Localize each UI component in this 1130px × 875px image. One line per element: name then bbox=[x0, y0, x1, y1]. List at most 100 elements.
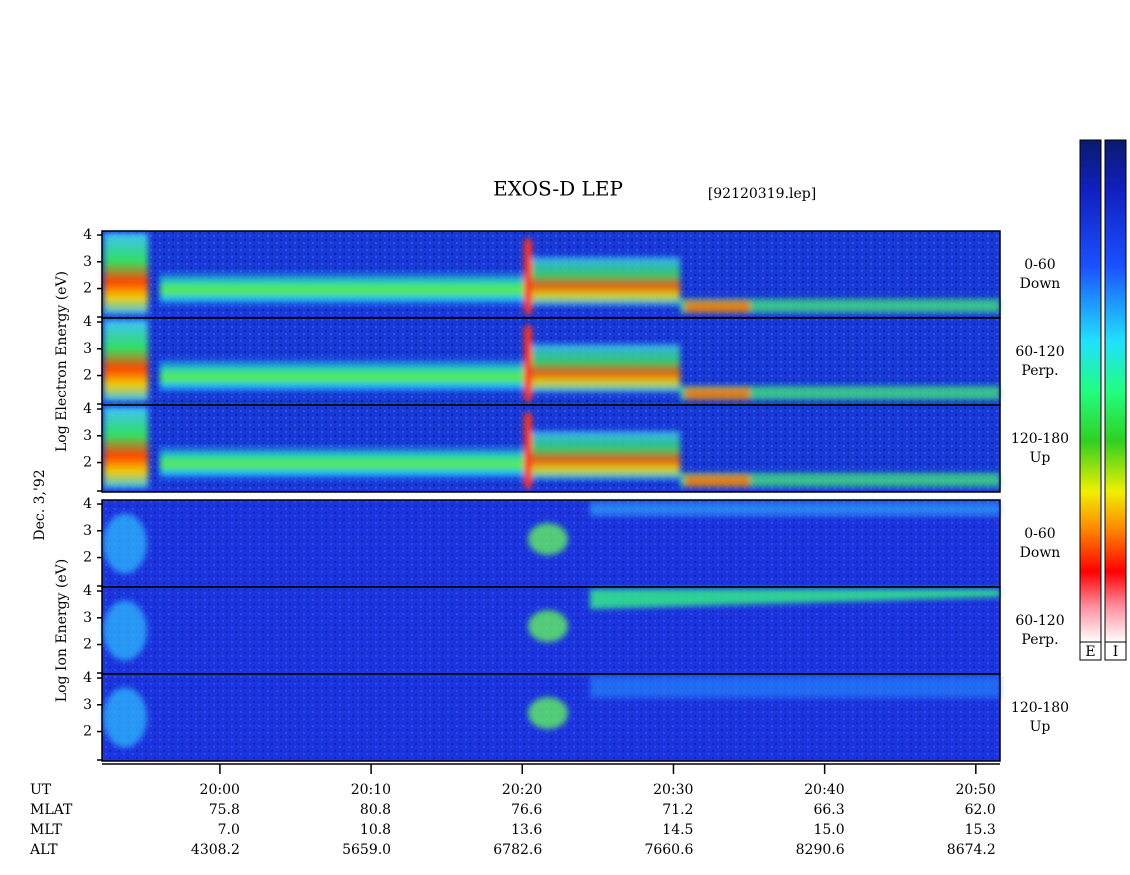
colorbar-label: I bbox=[1113, 644, 1119, 660]
feature bbox=[528, 697, 568, 730]
y-tick-label: 3 bbox=[83, 523, 92, 539]
spectrogram-features bbox=[103, 589, 1000, 661]
ephemeris-value: 6782.6 bbox=[493, 842, 542, 858]
panel-direction: Up bbox=[1030, 450, 1051, 466]
y-tick-label: 3 bbox=[83, 341, 92, 357]
ephemeris-value: 76.6 bbox=[511, 802, 542, 818]
panel-direction: Perp. bbox=[1021, 363, 1058, 379]
y-tick-label: 3 bbox=[83, 697, 92, 713]
panel-frame bbox=[101, 673, 1001, 762]
ephemeris-value: 8290.6 bbox=[796, 842, 845, 858]
feature bbox=[104, 320, 148, 401]
feature bbox=[103, 687, 147, 748]
y-axis-label: Log Ion Energy (eV) bbox=[54, 559, 70, 702]
ephemeris-value: 10.8 bbox=[360, 822, 391, 838]
y-tick-label: 4 bbox=[83, 496, 92, 512]
y-tick-label: 2 bbox=[83, 455, 92, 471]
feature bbox=[103, 600, 147, 661]
feature bbox=[103, 513, 147, 574]
file-name: [92120319.lep] bbox=[708, 186, 816, 202]
x-tick-label: 20:20 bbox=[502, 782, 542, 798]
x-tick-label: 20:00 bbox=[200, 782, 240, 798]
feature bbox=[530, 344, 680, 392]
panel-angle: 0-60 bbox=[1024, 257, 1055, 273]
y-tick-label: 4 bbox=[83, 583, 92, 599]
feature bbox=[590, 676, 1000, 698]
spectrogram-features bbox=[104, 233, 1000, 314]
y-tick-label: 2 bbox=[83, 637, 92, 653]
colorbar bbox=[1079, 139, 1102, 643]
ephemeris-label: MLAT bbox=[30, 802, 73, 818]
feature bbox=[680, 298, 1000, 313]
ephemeris-value: 14.5 bbox=[662, 822, 693, 838]
colorbar-label: E bbox=[1085, 644, 1095, 660]
y-tick-label: 2 bbox=[83, 724, 92, 740]
feature bbox=[685, 474, 750, 487]
spectrogram-features bbox=[103, 676, 1000, 748]
y-tick-label: 2 bbox=[83, 550, 92, 566]
feature bbox=[528, 610, 568, 643]
x-tick-label: 20:40 bbox=[804, 782, 844, 798]
ephemeris-value: 80.8 bbox=[360, 802, 391, 818]
chart-title: EXOS-D LEP bbox=[493, 177, 623, 201]
spectrogram-features bbox=[104, 407, 1000, 488]
ephemeris-value: 62.0 bbox=[965, 802, 996, 818]
ephemeris-value: 7660.6 bbox=[644, 842, 693, 858]
y-tick-label: 3 bbox=[83, 610, 92, 626]
feature bbox=[104, 407, 148, 488]
feature bbox=[530, 431, 680, 479]
y-tick-label: 2 bbox=[83, 281, 92, 297]
feature bbox=[590, 502, 1000, 516]
feature bbox=[590, 589, 1000, 609]
panel-angle: 120-180 bbox=[1011, 431, 1069, 447]
feature bbox=[528, 523, 568, 556]
ephemeris-value: 7.0 bbox=[218, 822, 240, 838]
y-tick-label: 4 bbox=[83, 670, 92, 686]
ephemeris-value: 66.3 bbox=[813, 802, 844, 818]
ephemeris-value: 75.8 bbox=[209, 802, 240, 818]
ephemeris-label: UT bbox=[30, 782, 52, 798]
y-tick-label: 2 bbox=[83, 368, 92, 384]
panel-angle: 0-60 bbox=[1024, 526, 1055, 542]
ephemeris-value: 13.6 bbox=[511, 822, 542, 838]
y-tick-label: 4 bbox=[83, 227, 92, 243]
feature bbox=[685, 300, 750, 313]
panel-direction: Down bbox=[1020, 276, 1061, 292]
feature bbox=[524, 326, 532, 401]
ephemeris-value: 4308.2 bbox=[191, 842, 240, 858]
x-tick-label: 20:50 bbox=[955, 782, 995, 798]
panel-angle: 60-120 bbox=[1015, 344, 1064, 360]
panel-angle: 60-120 bbox=[1015, 613, 1064, 629]
panel-direction: Up bbox=[1030, 719, 1051, 735]
colorbar-label-box bbox=[1079, 641, 1102, 661]
panel-frame bbox=[101, 404, 1001, 493]
spectrogram-features bbox=[103, 502, 1000, 574]
feature bbox=[680, 385, 1000, 400]
ephemeris-value: 5659.0 bbox=[342, 842, 391, 858]
feature bbox=[524, 239, 532, 314]
date-label: Dec. 3,'92 bbox=[32, 469, 48, 540]
y-tick-label: 3 bbox=[83, 428, 92, 444]
feature bbox=[530, 257, 680, 305]
ephemeris-label: MLT bbox=[30, 822, 62, 838]
y-tick-label: 3 bbox=[83, 254, 92, 270]
panel-direction: Perp. bbox=[1021, 632, 1058, 648]
feature bbox=[685, 387, 750, 400]
y-axis-label: Log Electron Energy (eV) bbox=[54, 271, 70, 452]
colorbar-label-box bbox=[1104, 641, 1127, 661]
x-tick-label: 20:30 bbox=[653, 782, 693, 798]
colorbar bbox=[1104, 139, 1127, 643]
spectrogram-features bbox=[104, 320, 1000, 401]
ephemeris-value: 71.2 bbox=[662, 802, 693, 818]
ephemeris-value: 15.3 bbox=[965, 822, 996, 838]
feature bbox=[524, 413, 532, 488]
y-tick-label: 4 bbox=[83, 314, 92, 330]
panel-angle: 120-180 bbox=[1011, 700, 1069, 716]
ephemeris-label: ALT bbox=[29, 842, 58, 858]
feature bbox=[680, 472, 1000, 487]
ephemeris-value: 15.0 bbox=[813, 822, 844, 838]
x-tick-label: 20:10 bbox=[351, 782, 391, 798]
feature bbox=[104, 233, 148, 314]
